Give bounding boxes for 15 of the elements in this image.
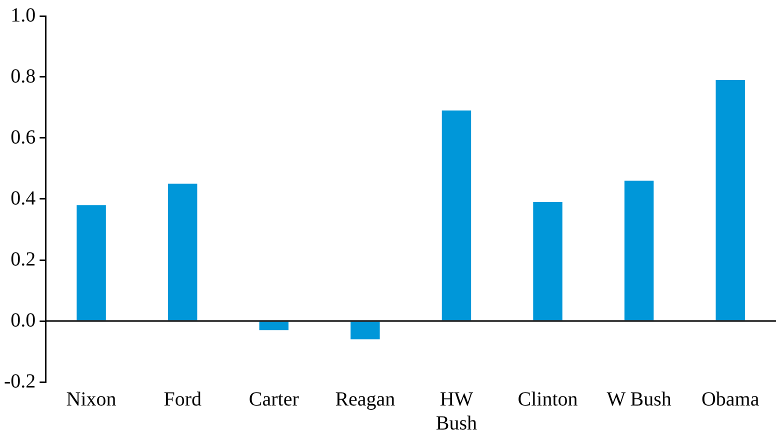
x-tick-label: HW Bush xyxy=(436,388,478,434)
y-tick-label: 0.2 xyxy=(10,248,36,270)
y-tick-label: 1.0 xyxy=(10,4,36,26)
y-tick-label: 0.4 xyxy=(10,187,36,210)
x-tick-label: Nixon xyxy=(66,388,116,410)
x-tick-label: Carter xyxy=(248,388,300,410)
x-tick-label: W Bush xyxy=(606,388,672,410)
y-tick-label: -0.2 xyxy=(4,370,36,392)
y-tick-label: 0.6 xyxy=(10,126,36,148)
x-tick-label: Obama xyxy=(701,388,760,410)
y-tick-label: 0.8 xyxy=(10,65,36,88)
y-tick-label: 0.0 xyxy=(10,309,36,332)
x-tick-label: Reagan xyxy=(335,388,396,410)
x-tick-label: Clinton xyxy=(518,388,578,410)
x-tick-label: Ford xyxy=(164,388,202,410)
